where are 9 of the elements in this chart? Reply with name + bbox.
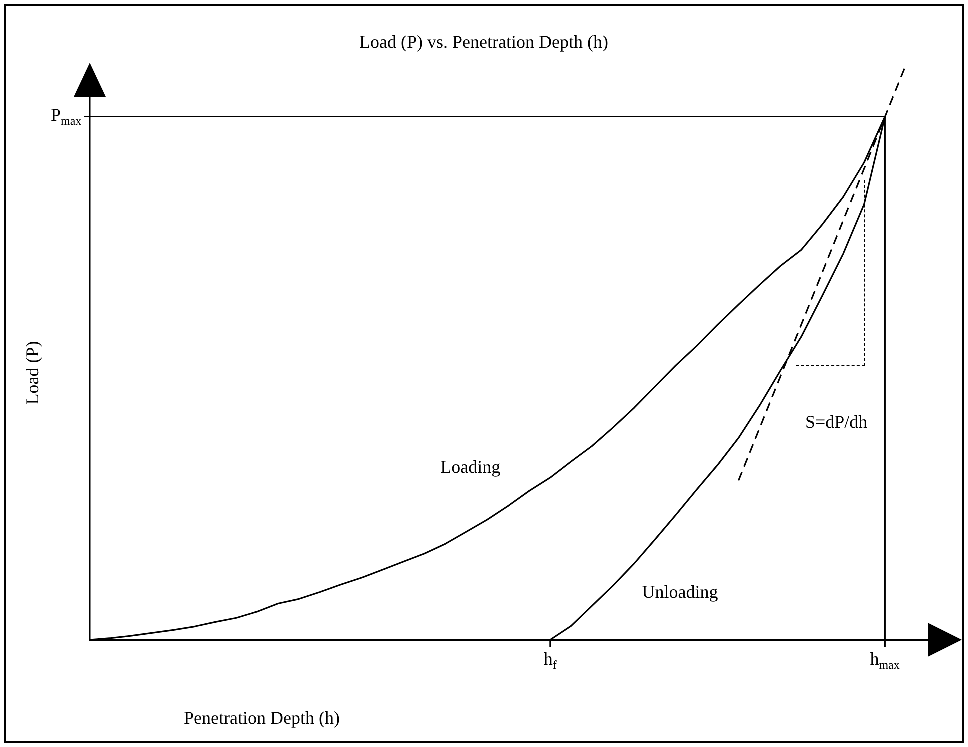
series-label: Unloading	[642, 582, 718, 602]
chart-title: Load (P) vs. Penetration Depth (h)	[360, 32, 608, 52]
x-tick-label: h$_{f}$	[544, 649, 557, 672]
x-tick-label: h$_{max}$	[870, 649, 900, 672]
annotation: S=dP/dh	[805, 412, 868, 432]
series-label: Loading	[440, 456, 501, 477]
y-axis-title: Load (P)	[22, 340, 42, 404]
x-axis-title: Penetration Depth (h)	[184, 708, 340, 728]
ref-line-label: P$_{max}$	[51, 105, 82, 128]
